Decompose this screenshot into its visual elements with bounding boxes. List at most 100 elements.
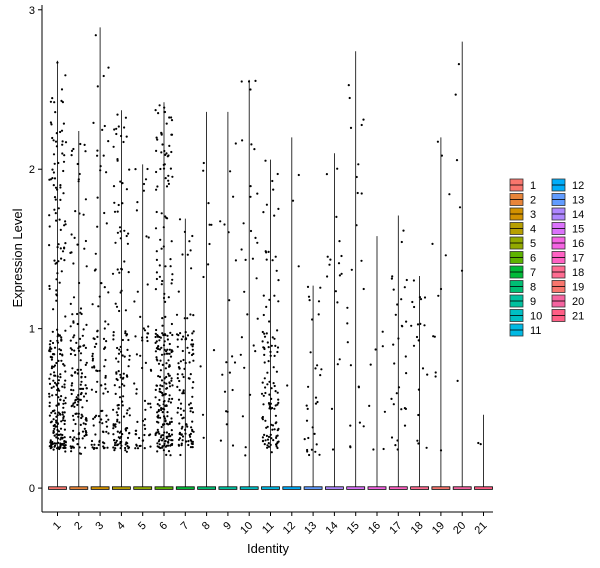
data-point xyxy=(103,286,106,289)
data-point xyxy=(249,229,253,233)
data-point xyxy=(146,283,149,286)
data-point xyxy=(96,85,99,88)
data-point xyxy=(297,173,300,177)
data-point xyxy=(149,445,152,448)
data-point xyxy=(71,374,74,377)
data-point xyxy=(127,365,130,368)
data-point xyxy=(93,337,96,341)
data-point xyxy=(59,198,62,201)
data-point xyxy=(75,412,78,415)
data-point xyxy=(307,436,310,440)
data-point xyxy=(107,66,110,69)
data-point xyxy=(266,438,270,441)
data-point xyxy=(57,207,60,210)
data-point xyxy=(269,433,272,436)
data-point xyxy=(168,381,171,384)
data-point xyxy=(48,178,51,181)
data-point xyxy=(113,201,116,204)
data-point xyxy=(59,349,63,352)
data-point xyxy=(96,196,99,199)
x-tick-label: 18 xyxy=(409,520,426,537)
data-point xyxy=(227,231,230,234)
data-point xyxy=(156,403,159,406)
data-point xyxy=(123,229,126,232)
data-point xyxy=(401,325,404,328)
data-point xyxy=(154,335,157,339)
data-point xyxy=(90,443,93,446)
data-point xyxy=(190,426,193,429)
data-point xyxy=(229,170,232,173)
data-point xyxy=(314,396,318,399)
data-point xyxy=(119,237,122,240)
data-point xyxy=(264,159,267,162)
data-point xyxy=(120,134,123,138)
data-point xyxy=(185,423,188,426)
data-point xyxy=(331,448,335,451)
data-point xyxy=(56,341,60,344)
data-point xyxy=(268,380,271,383)
data-point xyxy=(56,428,59,432)
data-point xyxy=(187,377,190,380)
data-point xyxy=(162,423,165,426)
data-point xyxy=(91,357,95,360)
data-point xyxy=(58,433,61,436)
data-point xyxy=(62,122,65,125)
data-point xyxy=(369,363,372,366)
data-point xyxy=(440,154,443,157)
data-point xyxy=(78,337,82,340)
data-point xyxy=(75,341,78,344)
data-point xyxy=(161,279,164,283)
data-point xyxy=(143,424,146,427)
data-point xyxy=(154,350,157,353)
data-point xyxy=(116,414,119,417)
data-point xyxy=(159,416,162,419)
data-point xyxy=(381,345,384,348)
data-point xyxy=(234,259,237,262)
data-point xyxy=(76,398,79,401)
data-point xyxy=(425,446,428,449)
data-point xyxy=(135,444,138,447)
data-point xyxy=(256,192,259,195)
data-point xyxy=(48,284,51,288)
data-point xyxy=(112,446,115,449)
data-point xyxy=(118,396,122,399)
data-point xyxy=(330,407,334,410)
data-point xyxy=(104,374,107,378)
data-point xyxy=(269,354,272,357)
y-tick-label: 1 xyxy=(29,324,35,336)
data-point xyxy=(168,432,171,436)
data-point xyxy=(78,446,81,449)
data-point xyxy=(170,377,173,380)
data-point xyxy=(93,365,96,368)
data-point xyxy=(159,436,162,439)
data-point xyxy=(95,369,98,372)
data-point xyxy=(55,433,58,436)
data-point xyxy=(147,402,150,405)
data-point xyxy=(53,427,56,430)
data-point xyxy=(83,143,86,146)
data-point xyxy=(169,355,173,358)
data-point xyxy=(125,135,128,138)
data-point xyxy=(456,379,459,382)
x-tick-label: 21 xyxy=(472,520,489,537)
data-point xyxy=(119,376,122,379)
data-point xyxy=(76,162,79,166)
data-point xyxy=(76,243,79,246)
data-point xyxy=(167,435,170,438)
data-point xyxy=(116,346,119,350)
data-point xyxy=(170,379,173,382)
data-point xyxy=(61,143,64,146)
data-point xyxy=(190,407,193,410)
x-tick-label: 4 xyxy=(115,520,128,533)
data-point xyxy=(405,372,408,375)
data-point xyxy=(69,325,72,328)
data-point xyxy=(63,419,66,422)
data-point xyxy=(52,365,55,368)
data-point xyxy=(147,325,150,328)
data-point xyxy=(186,334,190,337)
data-point xyxy=(171,175,174,178)
data-point xyxy=(83,434,86,438)
data-point xyxy=(163,431,166,434)
data-point xyxy=(107,432,110,435)
data-point xyxy=(317,300,321,303)
